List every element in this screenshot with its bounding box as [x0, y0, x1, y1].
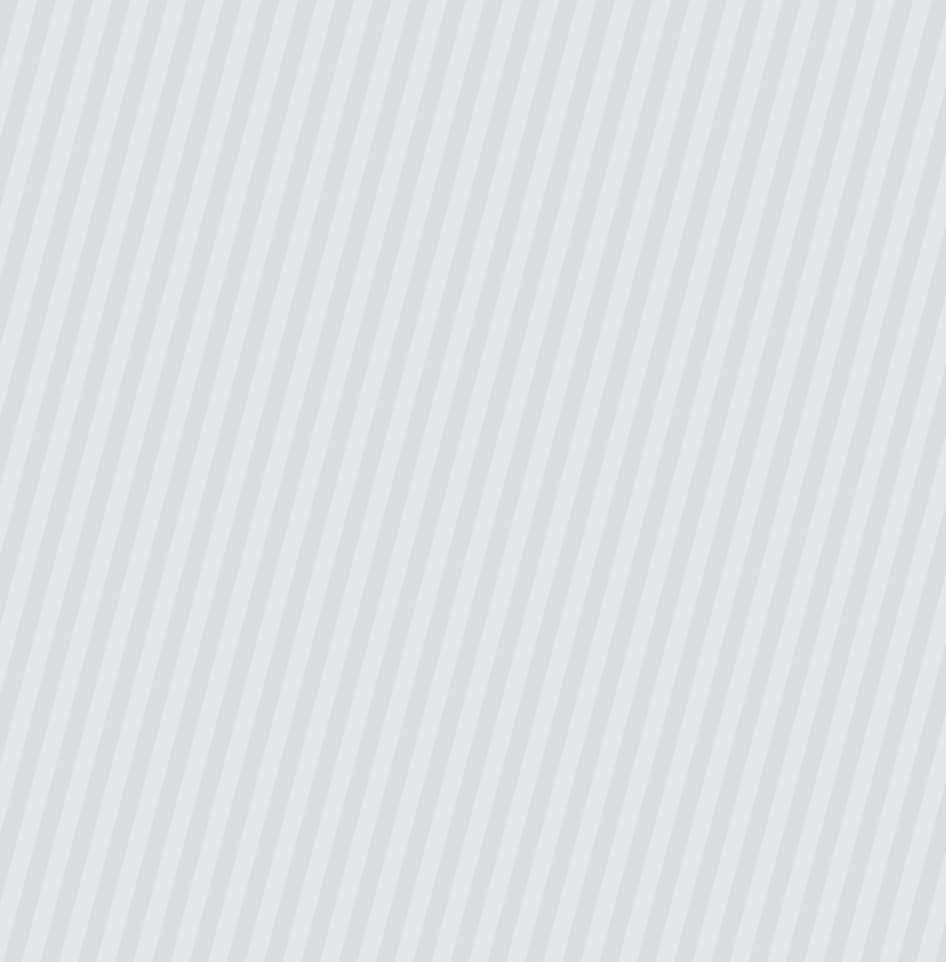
accept-answer-button[interactable]: [0, 0, 48, 26]
flowchart-svg: [0, 0, 946, 962]
